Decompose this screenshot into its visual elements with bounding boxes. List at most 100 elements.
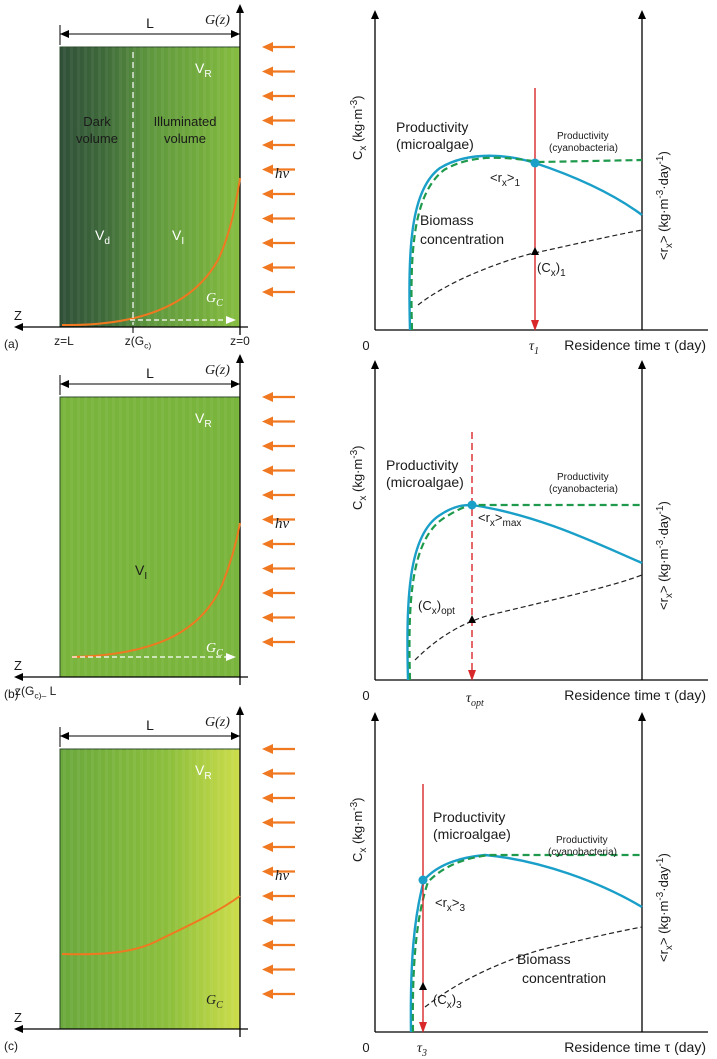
- irradiance-profile-curve: [61, 895, 241, 956]
- panel-1: L G(z) Z (a) VR hν GC Dark volume Illuminated volu…: [4, 4, 708, 357]
- arrow-left-icon: [262, 115, 295, 126]
- compensation-irradiance-label: GC: [206, 993, 223, 1011]
- x-axis-label: Residence time τ (day): [564, 337, 706, 353]
- illuminated-volume-symbol: VI: [172, 227, 184, 247]
- photon-label: hν: [275, 516, 290, 532]
- arrow-left-icon: [262, 588, 295, 598]
- biomass-point: [531, 247, 539, 255]
- biomass-label-line2: concentration: [522, 970, 606, 986]
- arrow-left-icon: [262, 213, 295, 224]
- arrow-head-icon: [371, 360, 379, 369]
- y2-axis-label: <rx> (kg·m-3·day-1): [655, 501, 675, 610]
- arrow-head-icon: [231, 732, 240, 740]
- photon-label: hν: [275, 166, 290, 182]
- productivity-microalgae-label-line2: (microalgae): [386, 474, 464, 490]
- arrow-head-icon: [236, 4, 244, 13]
- productivity-cyanobacteria-curve: [408, 503, 642, 681]
- arrow-head-icon: [236, 354, 244, 363]
- reactor-texture: [60, 47, 240, 327]
- arrow-left-icon: [262, 940, 295, 950]
- z-axis-label: Z: [14, 1010, 22, 1025]
- arrow-left-icon: [262, 793, 295, 803]
- arrow-left-icon: [262, 842, 295, 852]
- arrow-left-icon: [262, 238, 295, 248]
- g-axis-label: G(z): [205, 715, 230, 730]
- irradiance-profile-curve: [61, 177, 241, 327]
- arrow-head-icon: [638, 360, 646, 369]
- arrow-head-icon: [60, 30, 69, 38]
- z-axis-label: Z: [14, 658, 22, 673]
- arrow-left-icon: [262, 140, 295, 150]
- productivity-microalgae-curve: [408, 154, 643, 331]
- z-axis-label: Z: [14, 308, 22, 323]
- biomass-concentration-curve: [414, 574, 643, 661]
- arrow-head-icon: [14, 673, 23, 681]
- arrow-left-icon: [262, 262, 295, 273]
- origin-label: 0: [362, 338, 369, 353]
- residence-time-tick-label: τ1: [529, 339, 539, 357]
- biomass-point-label: (Cx)opt: [418, 598, 455, 617]
- z-tick-compensation: z(Gc): [125, 334, 152, 350]
- illuminated-volume-symbol: VI: [135, 562, 147, 582]
- productivity-cyanobacteria-label-line2: (cyanobacteria): [549, 143, 618, 154]
- residence-time-tick-label: τ3: [417, 1041, 427, 1059]
- reactor-volume-label: VR: [195, 60, 212, 80]
- irradiance-profile-curve: [71, 522, 241, 658]
- productivity-cyanobacteria-curve: [411, 853, 642, 1033]
- g-axis-label: G(z): [205, 13, 230, 28]
- productivity-microalgae-label-line2: (microalgae): [396, 136, 474, 152]
- photon-label: hν: [275, 868, 290, 884]
- origin-label: 0: [362, 1040, 369, 1055]
- arrow-left-icon: [262, 891, 295, 901]
- productivity-microalgae-curve: [409, 853, 643, 1033]
- arrow-left-icon: [262, 42, 295, 52]
- y-axis-label: Cx (kg·m-3): [349, 798, 369, 862]
- arrow-head-icon: [60, 380, 69, 388]
- arrow-left-icon: [262, 441, 295, 451]
- residence-time-tick-label: τopt: [466, 691, 484, 709]
- productivity-microalgae-curve: [406, 503, 643, 681]
- arrow-left-icon: [262, 768, 295, 779]
- arrow-left-icon: [262, 637, 295, 647]
- reactor-texture: [60, 749, 240, 1029]
- arrow-left-icon: [262, 964, 295, 975]
- arrow-left-icon: [262, 91, 295, 101]
- dark-volume-label-line1: Dark: [83, 114, 111, 129]
- arrow-left-icon: [262, 514, 295, 525]
- productivity-cyanobacteria-label-line1: Productivity: [556, 835, 608, 846]
- biomass-concentration-curve: [417, 229, 643, 306]
- arrow-head-icon: [226, 316, 236, 324]
- panel-tag: (c): [4, 1039, 18, 1053]
- compensation-irradiance-label: GC: [206, 291, 223, 309]
- arrow-head-icon: [231, 30, 240, 38]
- biomass-point-label: (Cx)3: [433, 992, 462, 1011]
- productivity-microalgae-label-line1: Productivity: [433, 809, 505, 825]
- biomass-label-line1: Biomass: [517, 951, 571, 967]
- productivity-cyanobacteria-label-line2: (cyanobacteria): [549, 484, 618, 495]
- arrow-left-icon: [262, 66, 295, 77]
- g-axis-label: G(z): [205, 363, 230, 378]
- biomass-label-line1: Biomass: [420, 212, 474, 228]
- productivity-cyanobacteria-label-line1: Productivity: [557, 131, 609, 142]
- arrow-head-icon: [14, 1025, 23, 1033]
- width-label: L: [146, 365, 154, 381]
- arrow-head-icon: [638, 712, 646, 721]
- y2-axis-label: <rx> (kg·m-3·day-1): [655, 151, 675, 260]
- productivity-microalgae-label-line1: Productivity: [386, 457, 458, 473]
- reactor-volume-label: VR: [195, 762, 212, 782]
- chart: Cx (kg·m-3) <rx> (kg·m-3·day-1) 0 Residence…: [349, 360, 708, 709]
- panel-2: L G(z) Z (b) VR hν GC VI z(Gc)– L Cx (kg·m-3) <rx>…: [4, 354, 708, 709]
- biomass-concentration-curve: [424, 926, 643, 1008]
- productivity-point-label: <rx>max: [478, 510, 521, 529]
- y-axis-label: Cx (kg·m-3): [349, 446, 369, 510]
- origin-label: 0: [362, 688, 369, 703]
- width-label: L: [146, 15, 154, 31]
- panel-tag: (a): [4, 337, 19, 351]
- arrow-left-icon: [262, 490, 295, 500]
- arrow-left-icon: [262, 563, 295, 574]
- arrow-head-icon: [419, 1022, 427, 1033]
- bottom-tick-label: z(Gc)– L: [15, 684, 57, 700]
- productivity-point: [530, 158, 540, 168]
- arrow-left-icon: [262, 612, 295, 623]
